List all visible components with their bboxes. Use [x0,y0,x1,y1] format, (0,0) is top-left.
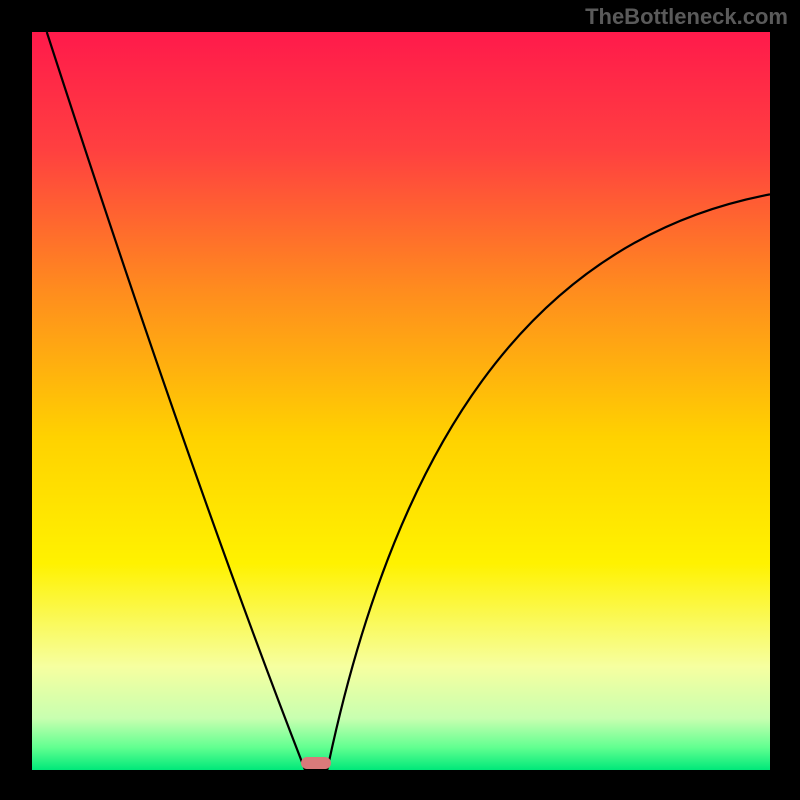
bottleneck-curve [32,32,770,770]
plot-area [32,32,770,770]
watermark-text: TheBottleneck.com [585,4,788,30]
curve-path [47,32,770,770]
minimum-marker [301,757,331,769]
